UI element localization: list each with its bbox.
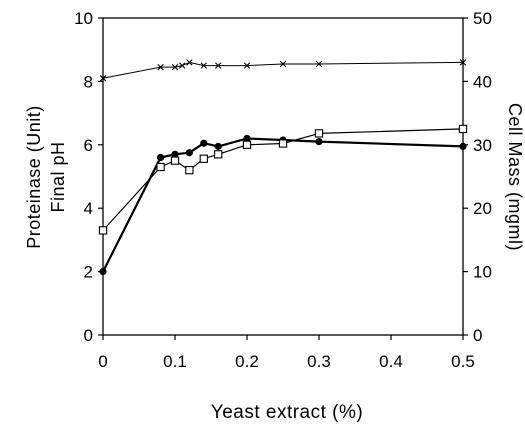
x-tick-label: 0.5	[451, 352, 475, 371]
x-tick-label: 0	[98, 352, 107, 371]
series-3-point	[157, 63, 164, 71]
x-marker-stroke	[186, 59, 193, 66]
series-3-point	[315, 60, 323, 68]
x-marker-stroke	[315, 60, 323, 68]
x-marker-stroke	[279, 60, 287, 68]
left-axis-label-final-ph: Final pH	[48, 141, 68, 212]
series-2-point	[98, 226, 108, 235]
left-y-tick-label: 10	[74, 9, 93, 28]
x-marker-stroke	[215, 62, 222, 69]
series-2-point	[156, 162, 165, 172]
right-y-tick-label: 0	[473, 326, 482, 345]
series-2-point	[214, 150, 223, 159]
right-y-tick-label: 40	[473, 72, 492, 91]
series-2-point	[185, 166, 194, 175]
series-2-point	[278, 139, 288, 148]
series-1-point	[459, 142, 467, 150]
x-marker-stroke	[459, 59, 467, 66]
x-tick-label: 0.1	[163, 352, 187, 371]
series-3-point	[243, 62, 251, 69]
x-axis-label: Yeast extract (%)	[211, 402, 363, 423]
left-y-tick-label: 6	[84, 136, 93, 155]
series-1-point	[200, 139, 208, 147]
right-y-tick-label: 20	[473, 199, 492, 218]
x-marker-stroke	[243, 62, 251, 69]
series-3-point	[459, 59, 467, 66]
series-2-point	[170, 156, 180, 165]
x-tick-label: 0.4	[379, 352, 403, 371]
right-y-tick-label: 50	[473, 9, 492, 28]
series-1-point	[171, 150, 179, 158]
series-2-point	[242, 140, 252, 149]
right-y-tick-label: 30	[473, 136, 492, 155]
series-1-point	[185, 149, 193, 157]
chart-marks	[98, 59, 468, 276]
series-2-point	[199, 154, 208, 163]
x-tick-label: 0.2	[235, 352, 259, 371]
series-2-line	[102, 128, 464, 231]
left-axis-label-proteinase: Proteinase (Unit)	[24, 105, 44, 249]
x-marker-stroke	[171, 63, 179, 71]
x-tick-label: 0.3	[307, 352, 331, 371]
series-2-point	[314, 129, 324, 138]
series-3-point	[279, 60, 287, 68]
series-3-point	[215, 62, 222, 69]
x-marker-stroke	[157, 63, 164, 71]
series-3-point	[186, 59, 193, 66]
series-3-point	[171, 63, 179, 71]
left-y-tick-label: 0	[84, 326, 93, 345]
x-marker-stroke	[99, 75, 107, 82]
series-1-point	[157, 153, 165, 162]
x-marker-stroke	[200, 62, 207, 69]
series-1-point	[315, 138, 323, 146]
series-3-point	[200, 62, 207, 69]
left-y-tick-label: 2	[84, 263, 93, 282]
series-1-line	[102, 137, 464, 273]
plot-frame	[102, 17, 464, 336]
x-marker-stroke	[179, 62, 186, 69]
series-3-point	[99, 75, 107, 82]
series-3-line	[102, 61, 464, 79]
series-1-point	[243, 134, 251, 143]
left-y-tick-label: 8	[84, 72, 93, 91]
series-3-point	[179, 62, 186, 69]
right-axis-label-cell-mass: Cell Mass (mgml)	[505, 103, 525, 251]
right-y-tick-label: 10	[473, 263, 492, 282]
series-2-point	[458, 124, 468, 134]
left-y-tick-label: 4	[84, 199, 93, 218]
series-1-point	[214, 142, 222, 150]
